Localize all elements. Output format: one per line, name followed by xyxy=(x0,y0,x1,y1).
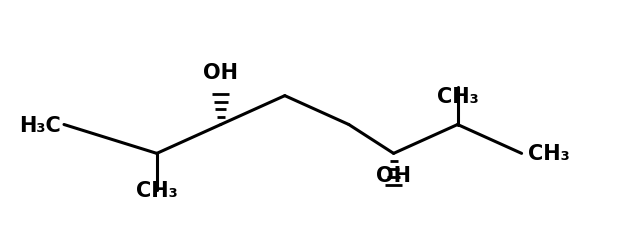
Text: CH₃: CH₃ xyxy=(436,86,479,106)
Text: OH: OH xyxy=(204,62,238,82)
Text: H₃C: H₃C xyxy=(19,115,61,135)
Text: OH: OH xyxy=(376,165,411,185)
Text: CH₃: CH₃ xyxy=(136,180,178,200)
Text: CH₃: CH₃ xyxy=(528,144,570,164)
